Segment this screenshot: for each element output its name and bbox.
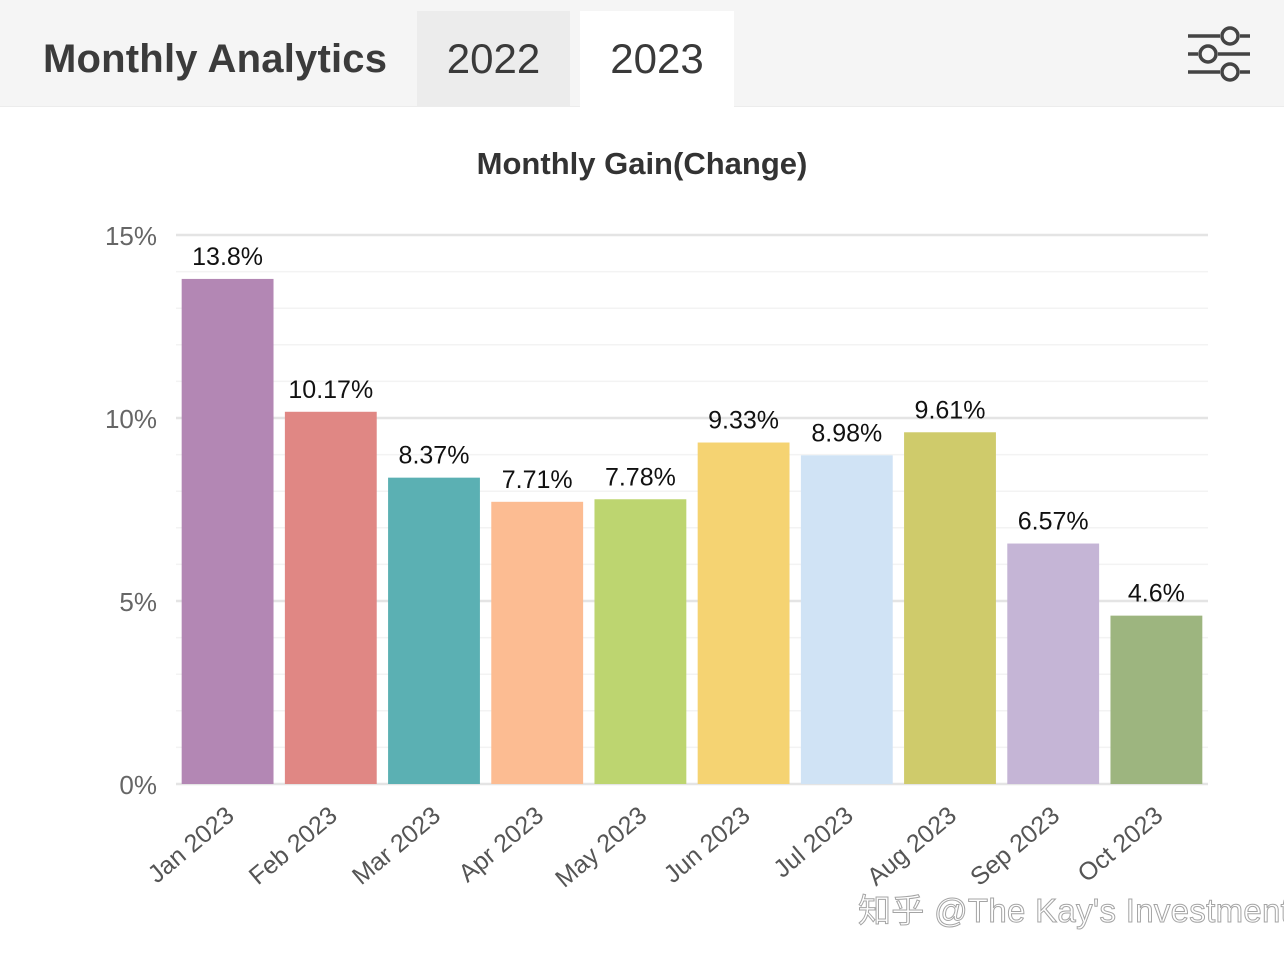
data-label: 8.98% [811,419,882,447]
x-tick-label: May 2023 [550,801,652,893]
bar-sep-2023 [1007,543,1100,784]
x-tick-label: Mar 2023 [347,801,446,890]
bar-jun-2023 [697,442,790,784]
x-tick-label: Feb 2023 [244,801,343,890]
data-label: 9.61% [915,396,986,424]
bar-feb-2023 [284,411,377,784]
x-tick-label: Jan 2023 [143,801,240,889]
data-label: 7.78% [605,463,676,491]
bar-oct-2023 [1110,615,1203,784]
bar-jul-2023 [800,455,893,784]
tab-2023[interactable]: 2023 [580,11,734,107]
x-tick-label: Apr 2023 [453,801,549,888]
watermark: 知乎 @The Kay's Investment [857,892,1284,930]
x-tick-label: Sep 2023 [965,801,1065,891]
data-label: 8.37% [399,442,470,470]
data-label: 13.8% [192,243,263,271]
x-tick-label: Jun 2023 [659,801,756,889]
bar-apr-2023 [491,501,584,784]
tab-2022-label: 2022 [446,34,541,82]
sliders-icon [1188,26,1250,82]
x-tick-label: Aug 2023 [862,801,962,891]
bar-may-2023 [594,499,687,784]
x-tick-label: Oct 2023 [1073,801,1169,888]
y-tick-label: 15% [105,221,157,251]
bar-mar-2023 [388,477,480,784]
app-title: Monthly Analytics [43,37,388,81]
tab-2023-label: 2023 [610,35,704,82]
chart-title: Monthly Gain(Change) [476,146,808,181]
top-header: Monthly Analytics 2022 2023 [0,0,1284,107]
data-label: 10.17% [288,376,373,404]
data-label: 7.71% [502,466,573,494]
tab-2022[interactable]: 2022 [417,11,570,106]
x-tick-label: Jul 2023 [768,801,858,883]
y-tick-label: 5% [119,587,157,617]
data-label: 9.33% [708,407,779,435]
y-tick-label: 10% [105,404,157,434]
data-label: 4.6% [1128,580,1185,608]
data-label: 6.57% [1018,508,1089,536]
filter-button[interactable] [1180,24,1256,88]
y-tick-label: 0% [119,770,157,800]
bar-aug-2023 [904,432,996,784]
bar-jan-2023 [181,278,274,784]
